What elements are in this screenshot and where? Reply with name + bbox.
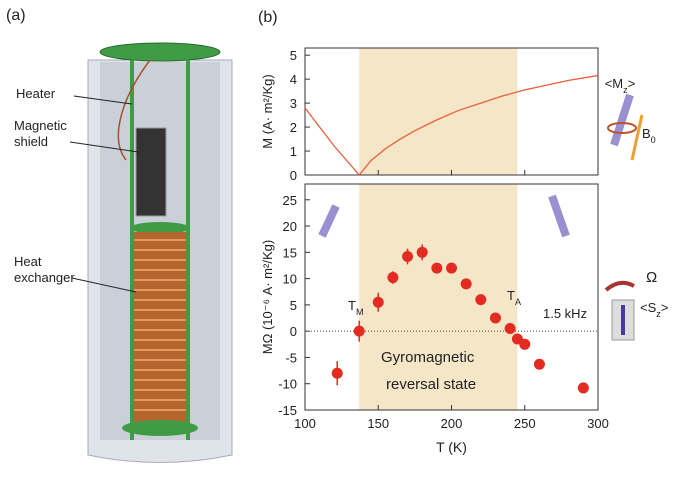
y-tick-label: 3 — [290, 96, 297, 111]
y-tick-label: -15 — [278, 403, 297, 418]
y-tick-label: 10 — [283, 272, 297, 287]
data-point — [504, 323, 516, 335]
annotation-part: > — [661, 300, 669, 315]
y-axis-label: MΩ (10⁻⁶ A· m²/Kg) — [260, 240, 275, 354]
x-axis-label: T (K) — [436, 439, 467, 455]
x-tick-label: 250 — [514, 416, 536, 431]
data-point — [577, 382, 589, 394]
x-tick-label: 100 — [294, 416, 316, 431]
annotation: <Mz> — [605, 76, 636, 95]
shaded-region — [359, 48, 518, 175]
y-tick-label: 25 — [283, 193, 297, 208]
annotation-part: 0 — [651, 135, 656, 145]
data-point — [519, 338, 531, 350]
annotation-part: T — [348, 298, 356, 313]
callout: Heat — [14, 254, 42, 269]
panel-label: (b) — [258, 9, 278, 26]
y-tick-label: 2 — [290, 120, 297, 135]
callout: Heater — [16, 86, 56, 101]
y-tick-label: 1 — [290, 144, 297, 159]
annotation-part: <M — [605, 76, 623, 91]
annotation-part: <S — [640, 300, 657, 315]
y-tick-label: 4 — [290, 72, 297, 87]
x-tick-label: 200 — [441, 416, 463, 431]
annotation-part: z — [623, 85, 628, 95]
y-tick-label: -5 — [285, 350, 297, 365]
annotation: B0 — [642, 126, 656, 145]
cryostat-illustration — [69, 42, 233, 463]
plot-frame — [304, 183, 599, 411]
line-series — [304, 74, 599, 177]
annotation: Gyromagnetic — [381, 349, 475, 366]
x-tick-label: 300 — [587, 416, 609, 431]
callout: exchanger — [14, 270, 75, 285]
data-point — [475, 294, 487, 306]
annotation: Ω — [646, 269, 657, 286]
x-tick-label: 150 — [367, 416, 389, 431]
annotation-part: B — [642, 126, 651, 141]
y-tick-label: 5 — [290, 298, 297, 313]
y-tick-label: 15 — [283, 245, 297, 260]
y-tick-label: 0 — [290, 168, 297, 183]
data-point — [533, 358, 545, 370]
data-point — [416, 246, 428, 258]
annotation-part: z — [656, 309, 661, 319]
data-point — [446, 262, 457, 274]
y-axis-label: M (A· m²/Kg) — [260, 74, 275, 148]
data-point — [489, 312, 501, 324]
data-point — [460, 278, 472, 290]
y-tick-label: 20 — [283, 219, 297, 234]
annotation: <Sz> — [640, 300, 668, 319]
annotation-part: A — [515, 297, 522, 307]
y-tick-label: 5 — [290, 48, 297, 63]
data-point — [331, 367, 343, 379]
annotation-part: M — [356, 307, 364, 317]
callout: Magnetic — [14, 118, 67, 133]
icons — [318, 93, 644, 341]
annotation: reversal state — [386, 376, 476, 393]
annotation: 1.5 kHz — [543, 306, 587, 321]
annotation: TA — [507, 288, 522, 307]
data-point — [402, 251, 414, 263]
y-tick-label: -10 — [278, 377, 297, 392]
annotation: TM — [348, 298, 364, 317]
data-point — [353, 325, 365, 337]
panel-label: (a) — [6, 7, 26, 24]
shaded-region — [359, 184, 518, 410]
data-point — [387, 272, 399, 284]
data-point — [372, 296, 384, 308]
plot-frame — [304, 47, 599, 176]
y-tick-label: 0 — [290, 324, 297, 339]
callout: shield — [14, 134, 48, 149]
data-point — [431, 262, 443, 274]
annotation-part: > — [628, 76, 636, 91]
annotation-part: T — [507, 288, 515, 303]
